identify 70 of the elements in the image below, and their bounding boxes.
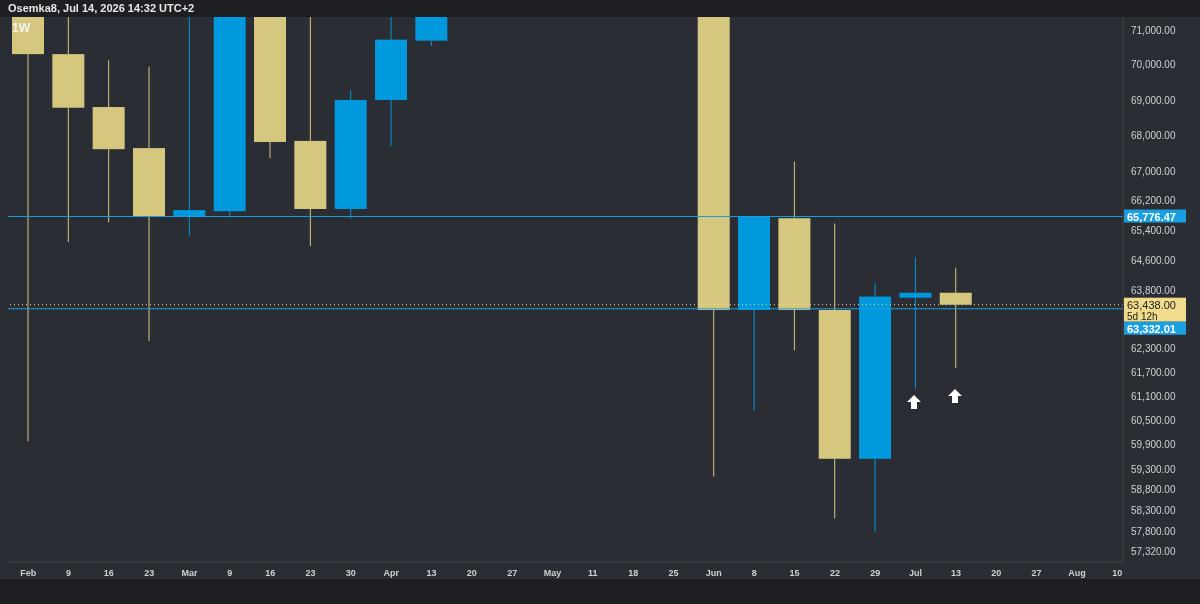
candlestick	[859, 282, 892, 533]
y-tick-label: 69,000.00	[1131, 94, 1176, 106]
x-tick-label: Apr	[383, 568, 400, 579]
x-tick-label: 20	[991, 568, 1002, 579]
y-tick-label: 66,200.00	[1131, 195, 1176, 207]
candlestick	[92, 59, 125, 223]
x-tick-label: Jun	[705, 568, 722, 579]
candlestick	[697, 17, 730, 477]
y-tick-label: 60,500.00	[1131, 414, 1176, 426]
x-tick-label: 15	[789, 568, 800, 579]
y-tick-label: 65,400.00	[1131, 225, 1176, 237]
y-tick-label: 59,900.00	[1131, 439, 1176, 451]
x-tick-label: 20	[466, 568, 477, 579]
y-tick-label: 71,000.00	[1131, 24, 1176, 36]
x-tick-label: May	[543, 568, 562, 579]
candlestick	[213, 17, 246, 217]
ref-line-label: 63,438.00	[1127, 298, 1176, 311]
y-tick-label: 67,000.00	[1131, 166, 1176, 178]
x-tick-label: 25	[668, 568, 679, 579]
y-tick-label: 58,300.00	[1131, 505, 1176, 517]
y-tick-label: 58,800.00	[1131, 484, 1176, 496]
y-tick-label: 57,800.00	[1131, 526, 1176, 538]
x-tick-label: Jul	[909, 568, 923, 579]
x-tick-label: 30	[345, 568, 356, 579]
x-tick-label: 27	[1031, 568, 1042, 579]
y-tick-label: 70,000.00	[1131, 59, 1176, 71]
y-tick-label: 59,300.00	[1131, 463, 1176, 475]
x-tick-label: 16	[103, 568, 114, 579]
candlestick	[294, 17, 327, 247]
candlestick	[899, 256, 932, 390]
text: 5d 12h	[1127, 310, 1158, 322]
y-tick-label: 64,600.00	[1131, 255, 1176, 267]
x-tick-label: 11	[588, 568, 598, 579]
x-tick-label: 10	[1112, 568, 1123, 579]
y-tick-label: 61,700.00	[1131, 366, 1176, 378]
x-tick-label: 23	[305, 568, 316, 579]
x-tick-label: 18	[628, 568, 639, 579]
candlestick	[415, 17, 448, 47]
chart-title: Osemka8, Jul 14, 2026 14:32 UTC+2	[8, 2, 195, 14]
x-tick-label: 27	[507, 568, 518, 579]
x-tick-label: 13	[426, 568, 437, 579]
candlestick	[133, 66, 166, 342]
candlestick	[738, 216, 771, 411]
chart-subtitle: 1W	[12, 21, 30, 35]
x-tick-label: Feb	[20, 568, 37, 579]
y-tick-label: 63,800.00	[1131, 285, 1176, 297]
y-tick-label: 57,320.00	[1131, 546, 1176, 558]
candlestick	[334, 89, 367, 220]
candlestick	[52, 17, 85, 243]
y-tick-label: 62,300.00	[1131, 343, 1176, 355]
y-tick-label: 61,100.00	[1131, 390, 1176, 402]
ref-line-label: 63,332.01	[1127, 322, 1176, 335]
x-tick-label: Aug	[1068, 568, 1086, 579]
ref-line-label: 65,776.47	[1127, 210, 1176, 223]
candlestick	[173, 17, 206, 237]
x-tick-label: 29	[870, 568, 881, 579]
x-tick-label: 9	[227, 568, 233, 579]
x-tick-label: 22	[829, 568, 840, 579]
candlestick	[778, 160, 811, 351]
x-tick-label: 9	[66, 568, 72, 579]
x-tick-label: 16	[265, 568, 276, 579]
x-tick-label: 23	[144, 568, 155, 579]
x-tick-label: 8	[751, 568, 757, 579]
x-tick-label: Mar	[181, 568, 199, 579]
candlestick	[254, 17, 287, 159]
candlestick	[939, 267, 972, 369]
candlestick	[818, 222, 851, 519]
y-tick-label: 68,000.00	[1131, 130, 1176, 142]
candlestick	[375, 17, 408, 147]
x-tick-label: 13	[950, 568, 961, 579]
